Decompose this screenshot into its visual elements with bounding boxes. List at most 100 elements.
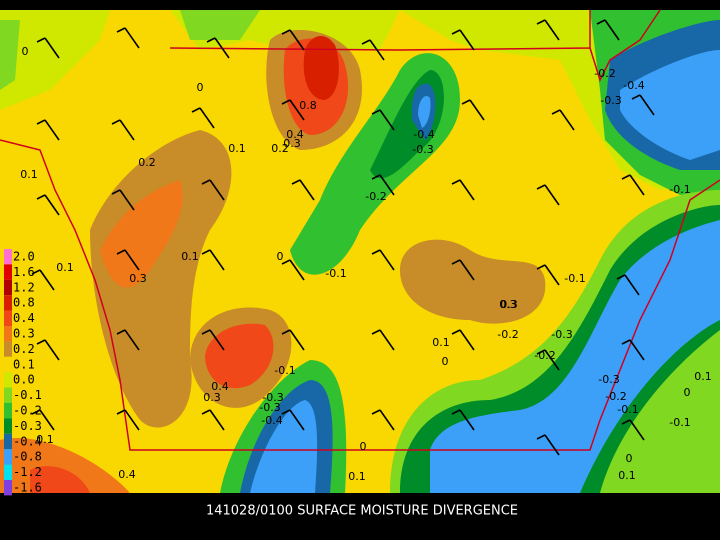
wind-barb [201,329,225,351]
contour-label: -0.3 [262,391,283,404]
wind-barb [111,189,135,211]
contour-label: 0 [277,250,284,263]
contour-label: 0.3 [129,272,147,285]
contour-label: -0.2 [594,67,615,80]
wind-barb [451,409,475,431]
contour-label: 0.4 [211,380,229,393]
contour-label: 0 [360,440,367,453]
wind-barb [451,179,475,201]
legend-swatch [4,310,12,326]
caption: 141028/0100 SURFACE MOISTURE DIVERGENCE [206,504,518,519]
legend-swatch [4,249,12,265]
wind-barb [621,419,645,441]
contour-label: 0.1 [618,469,636,482]
contour-label: 0.1 [36,433,54,446]
legend-swatch [4,403,12,419]
contour-label: 0.1 [228,142,246,155]
wind-barb [451,259,475,281]
legend-label: 1.6 [13,265,35,279]
contour-label: -0.3 [598,373,619,386]
field [90,130,232,428]
legend-label: 0.2 [13,342,35,356]
legend-label: -0.1 [13,388,42,402]
wind-barb [536,264,560,286]
borders [0,9,720,451]
field [303,35,339,101]
field [250,400,318,493]
wind-barb [281,259,305,281]
wind-barb [36,339,60,361]
wind-barbs [31,19,655,456]
field [100,180,183,288]
legend-label: 1.2 [13,280,35,294]
contour-labels: 000.10.20.10.20.30.40.80.10.3-0.4-0.3-0.… [20,45,712,483]
contour-label: 0.2 [271,142,289,155]
contour-label: 0.3 [500,298,518,311]
legend-swatch [4,387,12,403]
contour-label: -0.2 [605,390,626,403]
wind-barb [371,174,395,196]
field [205,323,274,389]
legend-swatch [4,418,12,434]
wind-barb [31,409,55,431]
legend-swatch [4,433,12,450]
field [0,10,110,110]
legend-label: 0.8 [13,296,35,310]
legend-swatch [4,464,12,480]
wind-barb [281,29,305,51]
wind-barb [111,119,135,141]
legend-label: -1.2 [13,465,42,479]
wind-barb [191,107,215,129]
contour-label: -0.3 [259,401,280,414]
contour-label: -0.2 [365,190,386,203]
wind-barb [361,39,385,61]
legend-label: 0.1 [13,357,35,371]
wind-barb [451,329,475,351]
legend-label: 2.0 [13,250,35,264]
field [620,50,720,160]
legend-label: 0.4 [13,311,35,325]
state-border [589,9,661,82]
contour-label: 0.3 [499,298,517,311]
contour-label: 0 [22,45,29,58]
legend-swatch [4,264,12,280]
wind-barb [536,19,560,41]
contour-label: 0 [442,355,449,368]
field [430,220,720,493]
wind-barb [371,409,395,431]
wind-barb [291,179,315,201]
wind-barb [536,349,560,371]
legend-label: -0.3 [13,419,42,433]
field [418,95,431,128]
field [180,10,260,40]
wind-barb [631,94,655,116]
contour-label: -0.1 [617,403,638,416]
wind-barb [281,409,305,431]
wind-barb [551,109,575,131]
contour-label: 0.3 [203,391,221,404]
contour-label: 0.1 [56,261,74,274]
contour-label: 0.3 [283,137,301,150]
legend-swatch [4,372,12,388]
contour-label: 0 [197,81,204,94]
field [30,466,90,493]
field [400,239,546,324]
legend-label: -1.6 [13,481,42,495]
contour-label: 0.1 [694,370,712,383]
contour-label: -0.3 [600,94,621,107]
contour-label: -0.3 [551,328,572,341]
legend-swatch [4,341,12,357]
wind-barb [621,339,645,361]
map-fields [0,10,720,493]
wind-barb [616,274,640,296]
contour-label: -0.4 [623,79,644,92]
contour-label: -0.1 [274,364,295,377]
wind-barb [201,409,225,431]
contour-label: 0 [626,452,633,465]
legend-label: 0.3 [13,327,35,341]
wind-barb [281,99,305,121]
contour-label: -0.1 [669,416,690,429]
contour-label: -0.2 [534,349,555,362]
wind-barb [116,409,140,431]
